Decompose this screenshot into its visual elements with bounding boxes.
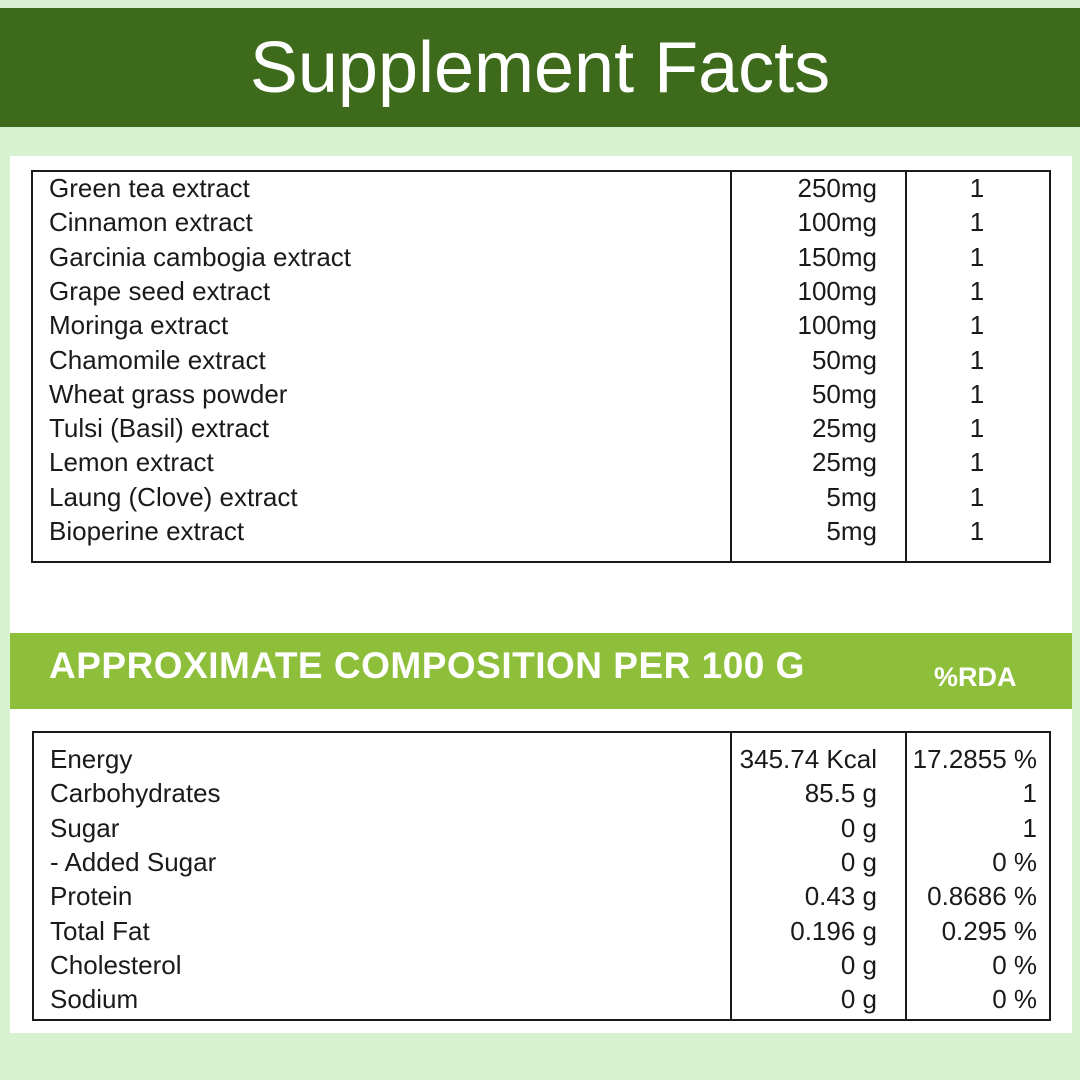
row-rda: 0 % — [992, 949, 1037, 980]
table-row: Total Fat 0.196 g 0.295 % — [34, 914, 1049, 948]
row-name: Cholesterol — [50, 949, 182, 980]
table-row: Energy 345.74 Kcal 17.2855 % — [34, 742, 1049, 776]
table-row: Cinnamon extract 100mg 1 — [33, 205, 1049, 239]
table-row: Bioperine extract 5mg 1 — [33, 514, 1049, 548]
row-rda: 1 — [969, 413, 985, 444]
facts-panel: Green tea extract 250mg 1 Cinnamon extract 1… — [10, 156, 1072, 1033]
table-row: Sodium 0 g 0 % — [34, 982, 1049, 1016]
table-row: Chamomile extract 50mg 1 — [33, 343, 1049, 377]
row-amount: 0 g — [840, 846, 877, 877]
row-amount: 100mg — [797, 207, 878, 238]
row-name: Energy — [50, 744, 133, 774]
table-row: Moringa extract 100mg 1 — [33, 308, 1049, 342]
row-name: Cinnamon extract — [49, 207, 253, 238]
row-rda: 17.2855 % — [912, 744, 1037, 774]
row-rda: 1 — [969, 378, 985, 409]
row-name: Bioperine extract — [49, 516, 245, 546]
row-name: Tulsi (Basil) extract — [49, 413, 270, 444]
row-amount: 0 g — [840, 949, 877, 980]
row-name: Carbohydrates — [50, 778, 221, 809]
table-row: Cholesterol 0 g 0 % — [34, 948, 1049, 982]
table-row: - Added Sugar 0 g 0 % — [34, 845, 1049, 879]
row-amount: 25mg — [811, 413, 877, 444]
row-rda: 0.8686 % — [927, 881, 1037, 912]
row-rda: 1 — [969, 344, 985, 375]
row-amount: 0.196 g — [790, 915, 877, 946]
composition-title: APPROXIMATE COMPOSITION PER 100 G — [49, 645, 805, 686]
page-title: Supplement Facts — [249, 27, 831, 108]
row-rda: 0.295 % — [941, 915, 1037, 946]
row-rda: 1 — [969, 275, 985, 306]
row-amount: 0.43 g — [804, 881, 877, 912]
row-amount: 0 g — [840, 984, 877, 1015]
page-header: Supplement Facts — [0, 8, 1080, 127]
row-amount: 25mg — [811, 447, 877, 478]
rda-label: %RDA — [934, 662, 1017, 692]
row-rda: 1 — [969, 481, 985, 512]
row-rda: 1 — [969, 310, 985, 341]
table-row: Green tea extract 250mg 1 — [33, 171, 1049, 205]
row-name: Chamomile extract — [49, 344, 266, 375]
row-rda: 1 — [969, 516, 985, 546]
row-name: - Added Sugar — [50, 846, 217, 877]
column-divider — [730, 172, 732, 561]
row-amount: 85.5 g — [804, 778, 877, 809]
row-rda: 0 % — [992, 984, 1037, 1015]
table-row: Protein 0.43 g 0.8686 % — [34, 879, 1049, 913]
table-row: Sugar 0 g 1 — [34, 811, 1049, 845]
row-amount: 250mg — [797, 173, 878, 203]
table-row: Carbohydrates 85.5 g 1 — [34, 776, 1049, 810]
row-amount: 100mg — [797, 310, 878, 341]
row-name: Sodium — [50, 984, 139, 1015]
row-name: Laung (Clove) extract — [49, 481, 298, 512]
row-amount: 50mg — [811, 344, 877, 375]
top-band — [0, 0, 1080, 8]
row-name: Lemon extract — [49, 447, 214, 478]
row-name: Protein — [50, 881, 133, 912]
row-name: Total Fat — [50, 915, 150, 946]
table-row: Tulsi (Basil) extract 25mg 1 — [33, 411, 1049, 445]
row-name: Wheat grass powder — [49, 378, 288, 409]
row-amount: 100mg — [797, 275, 878, 306]
column-divider — [730, 733, 732, 1019]
table-row: Lemon extract 25mg 1 — [33, 445, 1049, 479]
supplement-table: Green tea extract 250mg 1 Cinnamon extract 1… — [31, 170, 1051, 563]
composition-table: Energy 345.74 Kcal 17.2855 % Carbohydrates 8… — [32, 731, 1051, 1021]
row-rda: 0 % — [992, 846, 1037, 877]
column-divider — [905, 172, 907, 561]
row-rda: 1 — [969, 173, 985, 203]
row-rda: 1 — [969, 447, 985, 478]
row-name: Grape seed extract — [49, 275, 271, 306]
row-name: Garcinia cambogia extract — [49, 241, 352, 272]
table-row: Grape seed extract 100mg 1 — [33, 274, 1049, 308]
row-amount: 0 g — [840, 812, 877, 843]
composition-band: APPROXIMATE COMPOSITION PER 100 G %RDA — [10, 633, 1072, 709]
table-row: Garcinia cambogia extract 150mg 1 — [33, 240, 1049, 274]
row-amount: 50mg — [811, 378, 877, 409]
row-name: Sugar — [50, 812, 120, 843]
row-name: Moringa extract — [49, 310, 229, 341]
row-rda: 1 — [969, 207, 985, 238]
table-row: Wheat grass powder 50mg 1 — [33, 377, 1049, 411]
row-amount: 5mg — [826, 481, 877, 512]
row-rda: 1 — [1022, 812, 1037, 843]
row-rda: 1 — [1022, 778, 1037, 809]
row-amount: 345.74 Kcal — [739, 744, 877, 774]
column-divider — [905, 733, 907, 1019]
row-amount: 150mg — [797, 241, 878, 272]
table-row: Laung (Clove) extract 5mg 1 — [33, 480, 1049, 514]
row-name: Green tea extract — [49, 173, 250, 203]
row-amount: 5mg — [826, 516, 877, 546]
row-rda: 1 — [969, 241, 985, 272]
